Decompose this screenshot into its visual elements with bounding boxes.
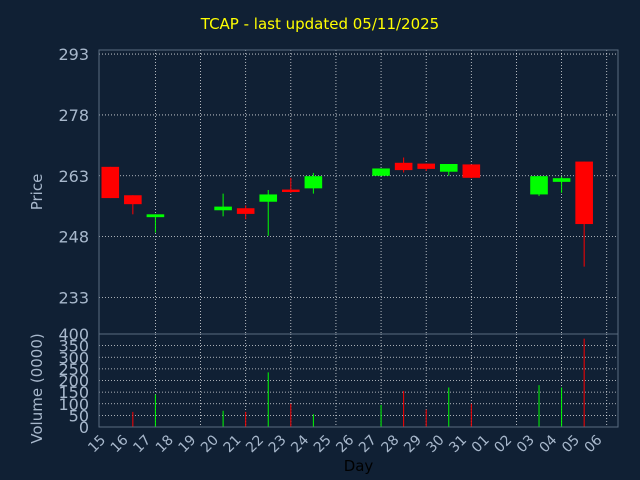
price-tick-label: 263 — [58, 167, 89, 186]
x-tick-label: 23 — [266, 432, 290, 456]
price-grid — [99, 50, 618, 334]
x-tick-label: 20 — [198, 432, 222, 456]
candle-body — [394, 162, 413, 171]
volume-tick-label: 100 — [58, 395, 89, 414]
x-tick-label: 05 — [559, 432, 583, 456]
chart-title: TCAP - last updated 05/11/2025 — [200, 15, 440, 33]
candle-body — [439, 164, 458, 172]
x-tick-label: 06 — [582, 432, 606, 456]
candle-body — [146, 214, 165, 218]
candle-body — [101, 166, 120, 199]
x-tick-label: 21 — [221, 432, 245, 456]
x-tick-label: 03 — [514, 432, 538, 456]
x-tick-label: 27 — [356, 432, 380, 456]
candle-body — [462, 164, 481, 178]
volume-tick-label: 200 — [58, 372, 89, 391]
price-tick-label: 248 — [58, 228, 89, 247]
x-tick-label: 28 — [379, 432, 403, 456]
x-tick-label: 04 — [537, 432, 561, 456]
candle-body — [304, 176, 323, 189]
price-tick-label: 278 — [58, 106, 89, 125]
price-tick-label: 233 — [58, 288, 89, 307]
candle-body — [530, 176, 548, 195]
candle-body — [214, 206, 232, 211]
x-tick-label: 26 — [333, 432, 357, 456]
candle-body — [575, 161, 593, 225]
x-tick-label: 02 — [491, 432, 515, 456]
candle-body — [259, 194, 278, 202]
volume-tick-label: 300 — [58, 348, 89, 367]
candle-body — [372, 168, 390, 176]
candle-body — [417, 163, 435, 169]
volume-tick-label: 0 — [79, 418, 89, 437]
candle-body — [236, 208, 255, 214]
volume-plot-frame — [98, 333, 619, 428]
price-tick-label: 293 — [58, 45, 89, 64]
x-tick-label: 16 — [108, 432, 132, 456]
x-tick-labels: 1516171819202122232425262728293031010203… — [85, 432, 605, 456]
volume-tick-label: 400 — [58, 325, 89, 344]
x-tick-label: 22 — [243, 432, 267, 456]
candle-body — [552, 178, 571, 182]
volume-tick-label: 350 — [58, 337, 89, 356]
price-axis-label: Price — [28, 174, 46, 211]
volume-axis-label: Volume (0000) — [28, 333, 46, 443]
candles — [101, 157, 593, 267]
volume-tick-label: 50 — [69, 406, 89, 425]
volume-tick-label: 250 — [58, 360, 89, 379]
x-tick-label: 29 — [401, 432, 425, 456]
x-tick-label: 30 — [424, 432, 448, 456]
candle-body — [282, 189, 300, 192]
x-tick-label: 31 — [446, 432, 470, 456]
x-tick-label: 25 — [311, 432, 335, 456]
x-tick-label: 18 — [153, 432, 177, 456]
price-y-ticks: 293 278 263 248 233 — [58, 45, 89, 307]
x-tick-label: 24 — [288, 432, 312, 456]
volume-tick-label: 150 — [58, 383, 89, 402]
volume-grid — [99, 334, 618, 427]
volume-bars — [132, 338, 585, 427]
x-tick-label: 19 — [175, 432, 199, 456]
x-axis-label: Day — [344, 457, 374, 475]
x-tick-label: 17 — [130, 432, 154, 456]
candle-body — [124, 195, 142, 205]
x-tick-label: 01 — [469, 432, 493, 456]
